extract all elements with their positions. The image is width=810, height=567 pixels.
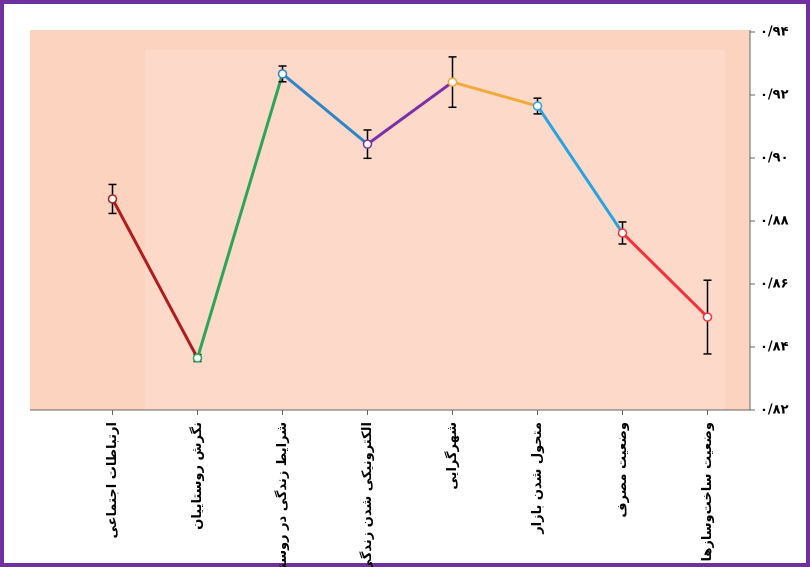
line-segment (366, 80, 454, 146)
point (277, 69, 288, 79)
x-tick-label: ارتباطات اجتماعی (105, 422, 120, 539)
point (617, 228, 628, 238)
point (192, 353, 203, 363)
x-tick-label: الکترونیکی شدن زندگی (359, 422, 375, 567)
line-segment (196, 73, 284, 359)
y-tick-label: ۰/۹۲ (760, 88, 789, 103)
watermark (145, 50, 725, 410)
line-segment (536, 105, 624, 234)
y-tick-label: ۰/۹۴ (760, 25, 789, 40)
line-segment (281, 72, 369, 146)
y-tick-label: ۰/۸۴ (760, 340, 789, 355)
point (702, 312, 713, 322)
y-tick-label: ۰/۸۲ (760, 403, 789, 418)
x-tick-label: متحول شدن بازار (530, 422, 545, 535)
point (107, 194, 118, 204)
line-segment (452, 80, 538, 108)
x-tick-label: وضعیت مصرف (615, 422, 630, 518)
point (362, 139, 373, 149)
x-tick-label: وضعیت ساخت‌وسازها (700, 422, 715, 562)
y-tick-label: ۰/۸۸ (760, 214, 789, 229)
y-tick-label: ۰/۸۶ (760, 277, 789, 292)
line-segment (111, 198, 199, 359)
x-tick-label: نگرش روستاییان (189, 422, 205, 530)
x-tick-label: شرایط زندگی در روستا (274, 422, 290, 567)
y-tick-label: ۰/۹۰ (760, 151, 789, 166)
point (447, 77, 458, 87)
point (532, 101, 543, 111)
line-segment (621, 231, 709, 319)
x-tick-label: شهرگرایی (444, 422, 460, 490)
